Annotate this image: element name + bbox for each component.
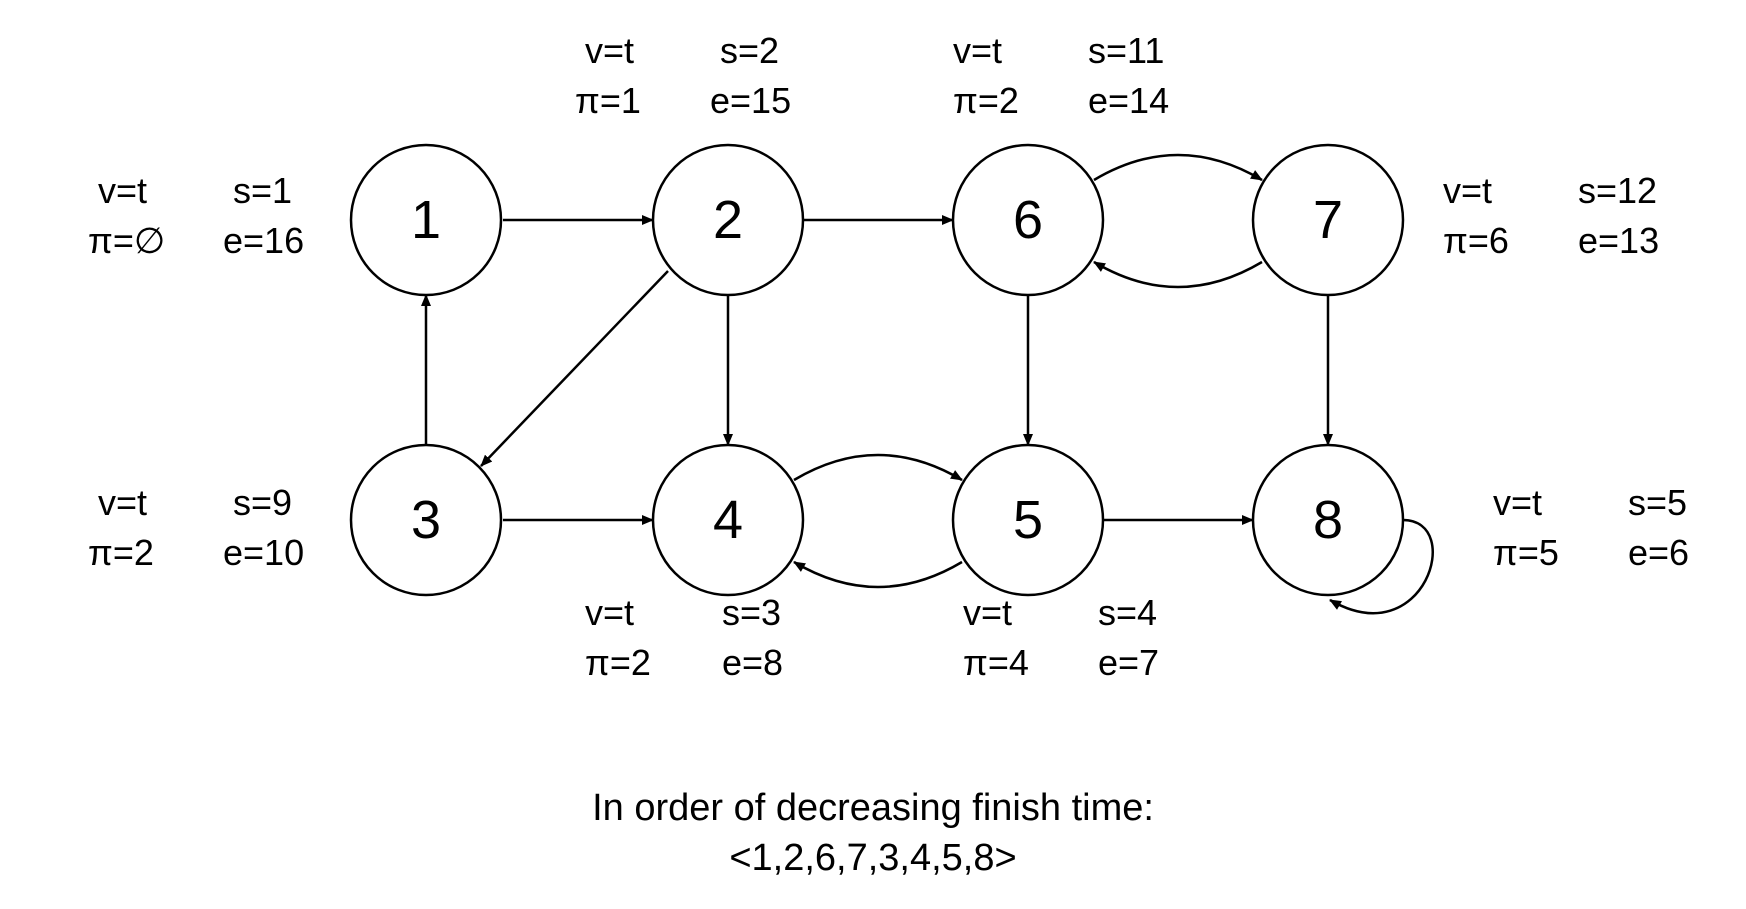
caption-line-2: <1,2,6,7,3,4,5,8>	[729, 837, 1016, 879]
node-7-visited: v=t	[1443, 170, 1492, 211]
node-5-annotation: v=t s=4 π=4 e=7	[963, 592, 1159, 683]
node-8-end: e=6	[1628, 532, 1689, 573]
node-5-start: s=4	[1098, 592, 1157, 633]
node-6-annotation: v=t s=11 π=2 e=14	[953, 30, 1169, 121]
node-6-parent: π=2	[953, 80, 1019, 121]
node-3-start: s=9	[233, 482, 292, 523]
node-1: 1	[349, 143, 503, 297]
edges	[421, 153, 1434, 615]
node-3-end: e=10	[223, 532, 304, 573]
node-7-end: e=13	[1578, 220, 1659, 261]
node-2-visited: v=t	[585, 30, 634, 71]
node-6-visited: v=t	[953, 30, 1002, 71]
edge-6-to-7	[1093, 153, 1263, 182]
edge-7-to-6	[1093, 260, 1263, 289]
caption: In order of decreasing finish time: <1,2…	[592, 787, 1154, 879]
node-4-start: s=3	[722, 592, 781, 633]
node-8-start: s=5	[1628, 482, 1687, 523]
node-2: 2	[651, 143, 805, 297]
annotations: v=t s=1 π=∅ e=16 v=t s=2 π=1 e=15 v=t s=…	[88, 30, 1689, 683]
node-6-label: 6	[1013, 190, 1043, 250]
edge-8-self-loop	[1329, 518, 1434, 615]
node-8-annotation: v=t s=5 π=5 e=6	[1493, 482, 1689, 573]
node-6: 6	[951, 143, 1105, 297]
node-3-visited: v=t	[98, 482, 147, 523]
node-2-label: 2	[713, 190, 743, 250]
edge-2-to-3	[480, 270, 669, 467]
node-4-visited: v=t	[585, 592, 634, 633]
node-5-label: 5	[1013, 490, 1043, 550]
node-4-parent: π=2	[585, 642, 651, 683]
node-4-label: 4	[713, 490, 743, 550]
node-2-start: s=2	[720, 30, 779, 71]
node-1-label: 1	[411, 190, 441, 250]
node-1-annotation: v=t s=1 π=∅ e=16	[88, 170, 304, 261]
node-7-parent: π=6	[1443, 220, 1509, 261]
node-7-label: 7	[1313, 190, 1343, 250]
node-3-label: 3	[411, 490, 441, 550]
node-3-annotation: v=t s=9 π=2 e=10	[88, 482, 304, 573]
node-1-start: s=1	[233, 170, 292, 211]
node-2-annotation: v=t s=2 π=1 e=15	[575, 30, 791, 121]
node-2-parent: π=1	[575, 80, 641, 121]
node-8: 8	[1251, 443, 1405, 597]
node-2-end: e=15	[710, 80, 791, 121]
node-3: 3	[349, 443, 503, 597]
caption-line-1: In order of decreasing finish time:	[592, 787, 1154, 829]
node-6-end: e=14	[1088, 80, 1169, 121]
node-8-visited: v=t	[1493, 482, 1542, 523]
node-7-annotation: v=t s=12 π=6 e=13	[1443, 170, 1659, 261]
node-5-visited: v=t	[963, 592, 1012, 633]
node-4: 4	[651, 443, 805, 597]
node-7: 7	[1251, 143, 1405, 297]
node-3-parent: π=2	[88, 532, 154, 573]
node-4-annotation: v=t s=3 π=2 e=8	[585, 592, 783, 683]
node-8-parent: π=5	[1493, 532, 1559, 573]
node-5-parent: π=4	[963, 642, 1029, 683]
nodes: 1 2 3 4 5 6 7 8	[349, 143, 1405, 597]
node-1-visited: v=t	[98, 170, 147, 211]
node-4-end: e=8	[722, 642, 783, 683]
node-6-start: s=11	[1088, 30, 1164, 71]
node-5: 5	[951, 443, 1105, 597]
node-5-end: e=7	[1098, 642, 1159, 683]
node-1-end: e=16	[223, 220, 304, 261]
node-1-parent: π=∅	[88, 220, 165, 261]
edge-4-to-5	[793, 453, 963, 482]
node-7-start: s=12	[1578, 170, 1657, 211]
node-8-label: 8	[1313, 490, 1343, 550]
edge-5-to-4	[793, 560, 963, 589]
